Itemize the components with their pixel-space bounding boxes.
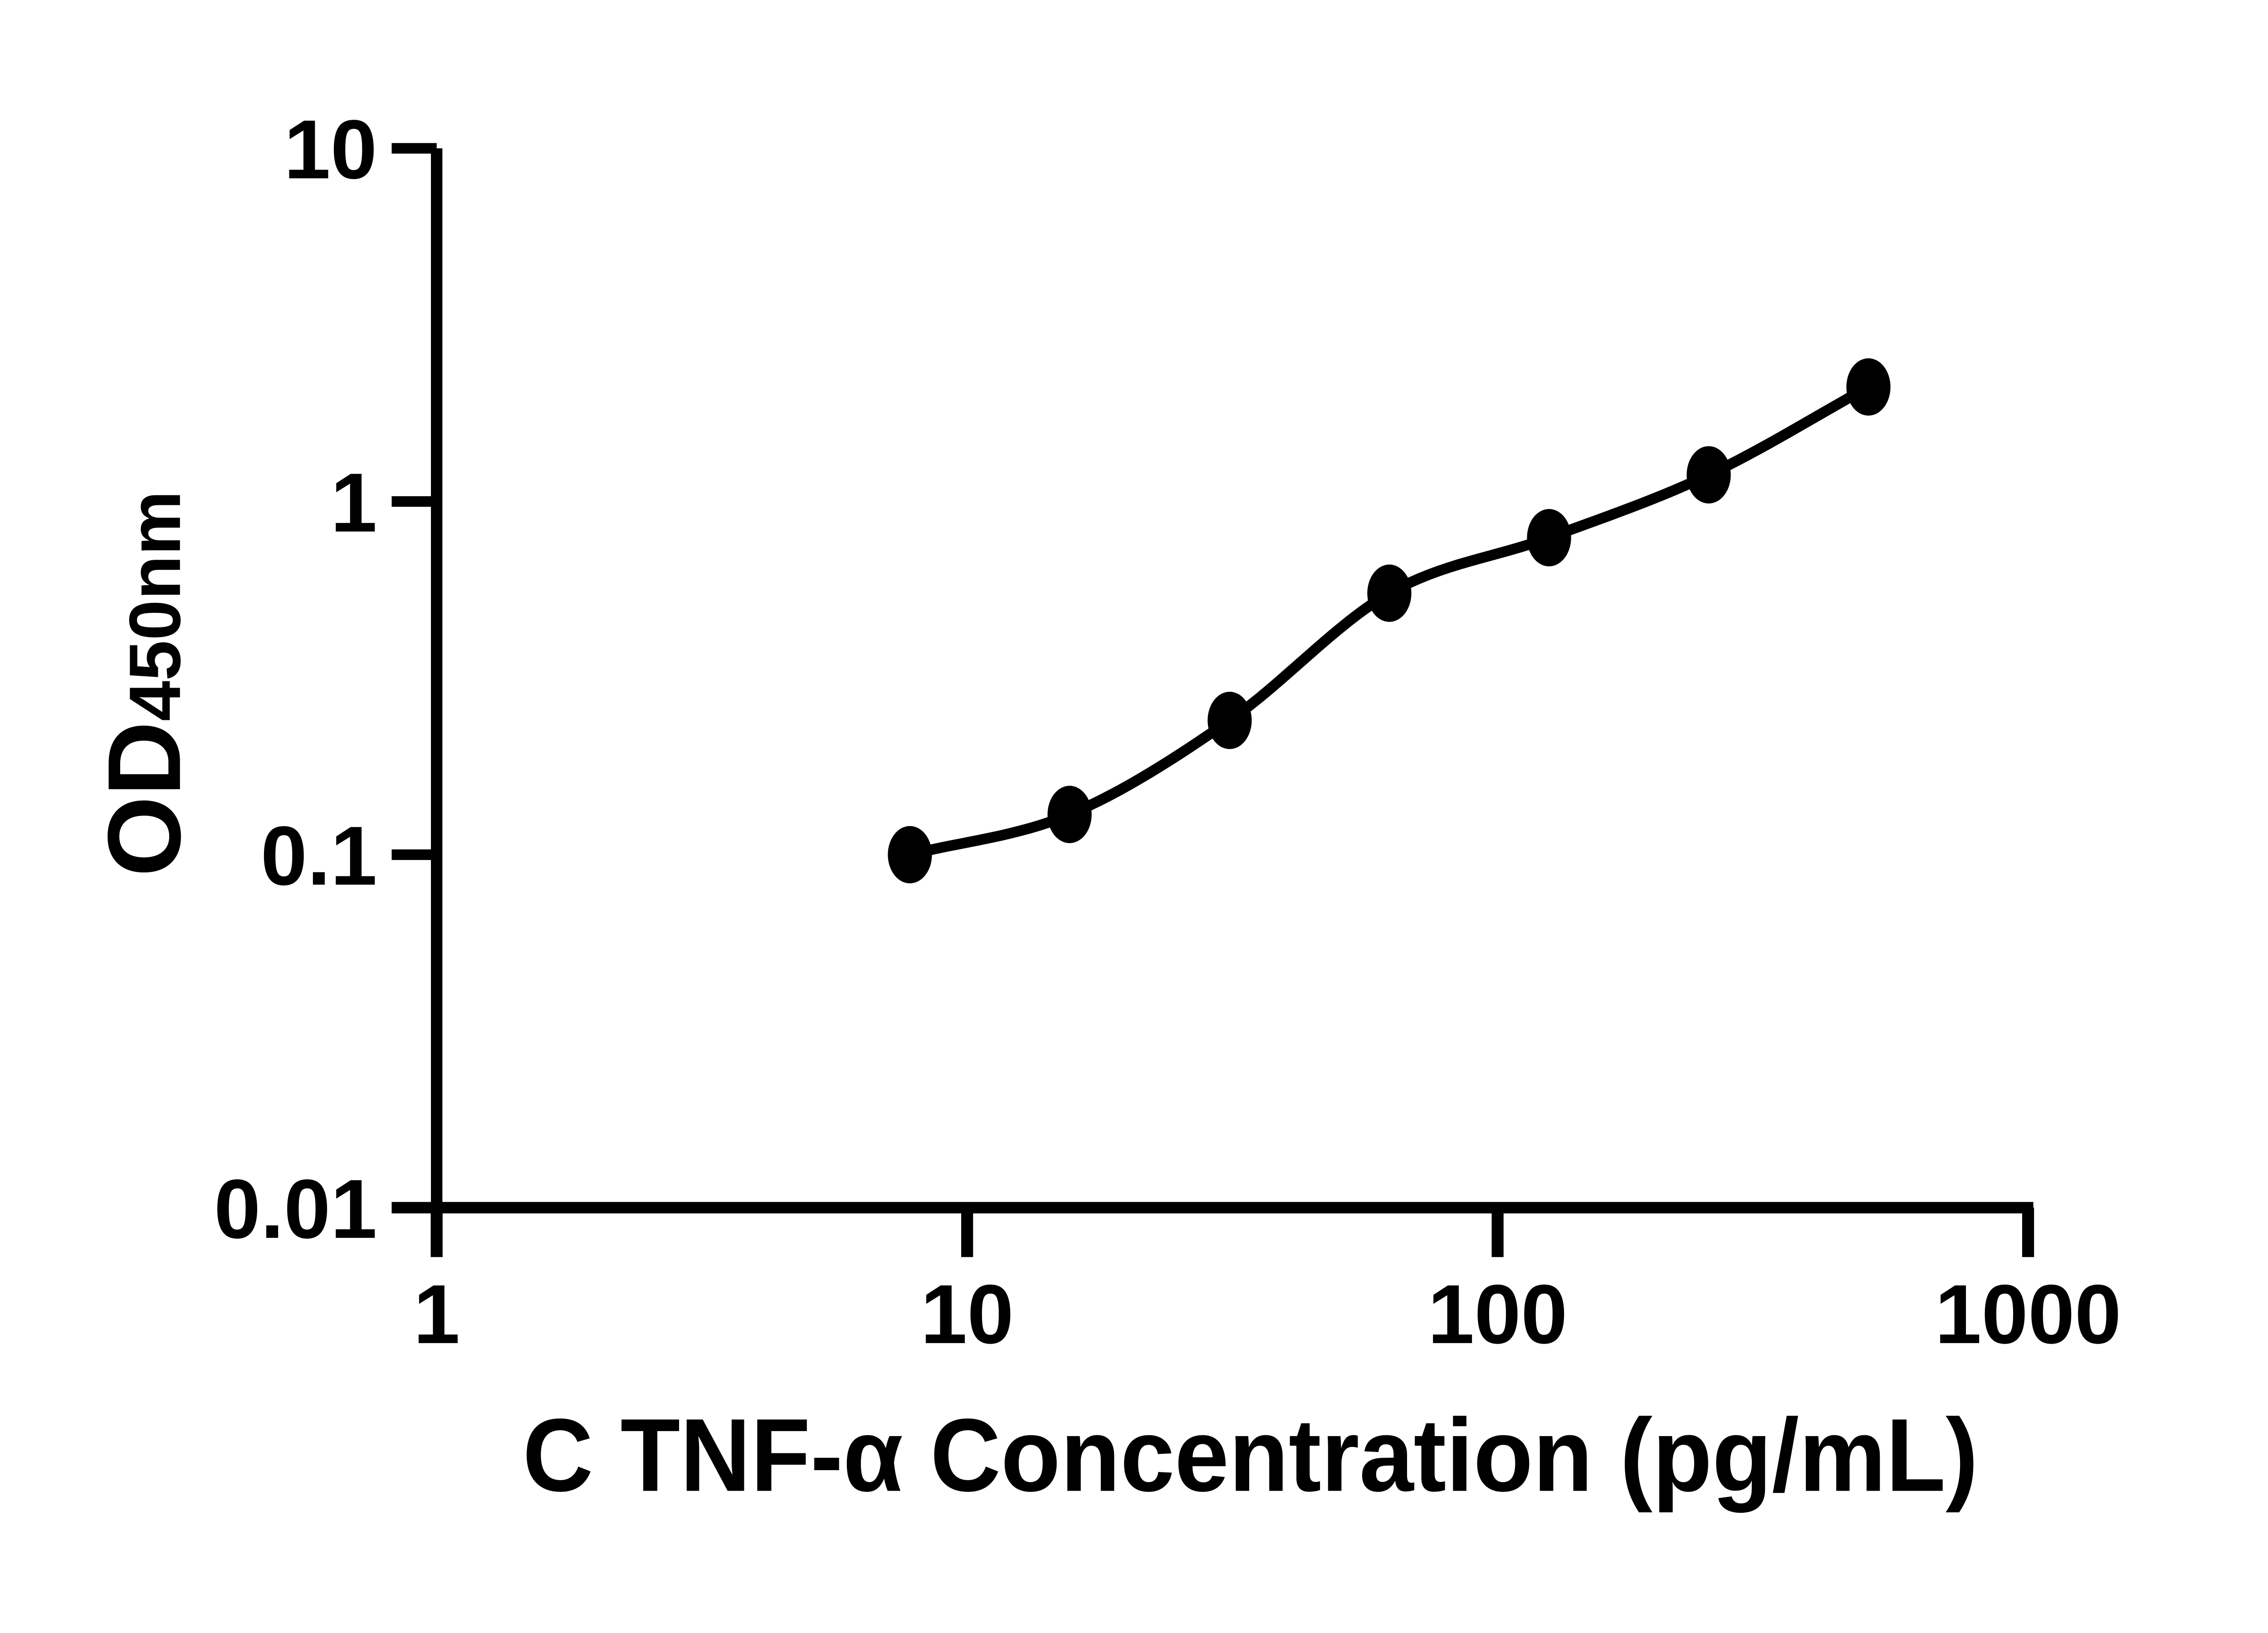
y-axis-title-sub: 450nm (114, 491, 196, 721)
data-point (1047, 786, 1092, 843)
axis-tick-labels: 10 1 0.1 0.01 1 10 100 1000 (214, 103, 2121, 1361)
x-tick-label: 1000 (1935, 1268, 2121, 1361)
y-tick-label: 0.1 (261, 809, 377, 903)
x-tick-label: 100 (1428, 1268, 1568, 1361)
y-axis-title-main: OD (87, 721, 202, 877)
y-tick-label: 1 (331, 456, 377, 550)
axes (391, 148, 2033, 1214)
data-point (1207, 691, 1252, 749)
figure: 10 1 0.1 0.01 1 10 100 1000 C TNF-α Concentrati… (86, 103, 2121, 1513)
data-point (1527, 509, 1571, 567)
x-axis-title: C TNF-α Concentration (pg/mL) (523, 1398, 1978, 1513)
y-tick-label: 0.01 (214, 1163, 377, 1256)
data-point (888, 826, 932, 884)
data-point (1367, 564, 1412, 622)
x-tick-label: 1 (413, 1268, 460, 1361)
y-tick-label: 10 (284, 103, 377, 196)
x-tick-label: 10 (920, 1268, 1013, 1361)
data-point (1846, 358, 1891, 416)
data-point (1686, 446, 1731, 504)
elisa-standard-curve-chart: 10 1 0.1 0.01 1 10 100 1000 C TNF-α Concentrati… (86, 103, 2121, 1513)
y-axis-title: OD450nm (87, 491, 202, 877)
axis-ticks (391, 143, 2034, 1257)
data-points (888, 358, 1891, 884)
